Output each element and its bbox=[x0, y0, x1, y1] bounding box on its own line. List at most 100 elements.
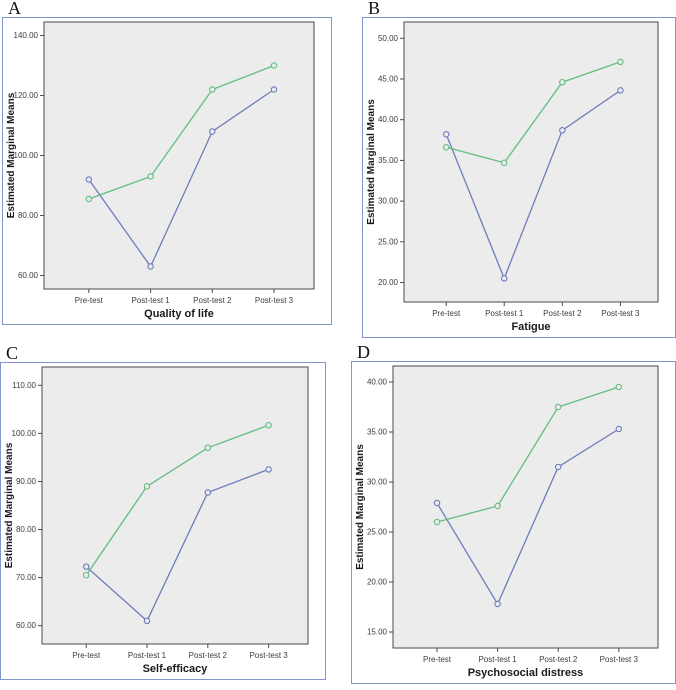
marker-blue-series bbox=[82, 563, 90, 570]
marker-green-series bbox=[147, 173, 154, 180]
marker-green-series bbox=[265, 421, 272, 429]
marker-green-series bbox=[500, 159, 508, 167]
x-tick-label: Post-test 2 bbox=[539, 655, 578, 664]
y-tick-label: 60.00 bbox=[16, 621, 37, 630]
marker-green-series bbox=[85, 195, 93, 203]
y-axis-title: Estimated Marginal Means bbox=[4, 442, 15, 568]
x-axis-title: Psychosocial distress bbox=[468, 667, 584, 679]
marker-green-series bbox=[617, 58, 624, 66]
y-axis-title: Estimated Marginal Means bbox=[6, 92, 17, 218]
x-tick-label: Post-test 2 bbox=[543, 309, 582, 318]
panel-b-letter: B bbox=[368, 0, 381, 18]
marker-green-series bbox=[82, 571, 90, 579]
panel-a-letter: A bbox=[8, 0, 21, 18]
marker-blue-series bbox=[433, 499, 441, 507]
x-tick-label: Post-test 3 bbox=[255, 296, 294, 305]
y-tick-label: 45.00 bbox=[378, 75, 399, 84]
panel-d: D 15.00 20.00 25.00 30.00 35.00 40.00 Pre-test… bbox=[351, 342, 676, 684]
y-tick-label: 20.00 bbox=[367, 578, 388, 587]
y-tick-label: 80.00 bbox=[18, 211, 39, 220]
marker-blue-series bbox=[615, 425, 623, 433]
y-tick-label: 20.00 bbox=[378, 278, 399, 287]
line-blue-series bbox=[445, 89, 621, 281]
line-blue-series bbox=[85, 468, 269, 622]
marker-blue-series bbox=[143, 617, 151, 625]
x-tick-label: Post-test 3 bbox=[600, 655, 639, 664]
y-tick-label: 120.00 bbox=[14, 91, 39, 100]
y-tick-label: 100.00 bbox=[12, 429, 37, 438]
chart-quality-of-life: 60.00 80.00 100.00 120.00 140.00 Pre-test Post… bbox=[6, 21, 315, 320]
y-tick-label: 140.00 bbox=[14, 31, 39, 40]
x-tick-label: Post-test 1 bbox=[478, 655, 517, 664]
panel-d-letter: D bbox=[357, 342, 370, 362]
x-axis-title: Quality of life bbox=[144, 308, 214, 320]
y-tick-label: 25.00 bbox=[367, 528, 388, 537]
x-tick-label: Pre-test bbox=[432, 309, 461, 318]
plot-area bbox=[403, 21, 659, 303]
marker-blue-series bbox=[85, 176, 93, 183]
x-tick-label: Pre-test bbox=[72, 651, 101, 660]
line-green-series bbox=[436, 386, 620, 523]
marker-blue-series bbox=[270, 86, 278, 93]
x-tick-label: Pre-test bbox=[75, 296, 104, 305]
marker-green-series bbox=[494, 502, 501, 510]
marker-green-series bbox=[270, 62, 278, 69]
y-tick-label: 80.00 bbox=[16, 525, 37, 534]
x-tick-label: Post-test 3 bbox=[601, 309, 640, 318]
panel-b-frame: 20.00 25.00 30.00 35.00 40.00 45.00 50.00 Pre-t… bbox=[362, 17, 676, 338]
x-tick-label: Post-test 1 bbox=[485, 309, 524, 318]
chart-psychosocial-distress: 15.00 20.00 25.00 30.00 35.00 40.00 Pre-test Po… bbox=[355, 365, 659, 679]
plot-area bbox=[43, 21, 315, 290]
panel-c-frame: 60.00 70.00 80.00 90.00 100.00 110.00 Pre-test… bbox=[0, 362, 326, 680]
marker-blue-series bbox=[500, 275, 508, 282]
marker-green-series bbox=[615, 383, 623, 391]
marker-green-series bbox=[209, 86, 216, 93]
line-blue-series bbox=[88, 88, 275, 268]
y-tick-label: 100.00 bbox=[14, 151, 39, 160]
x-tick-label: Post-test 1 bbox=[131, 296, 170, 305]
panel-c: C 60.00 70.00 80.00 90.00 100.00 110.00 Pre-te… bbox=[0, 343, 326, 680]
marker-green-series bbox=[204, 444, 212, 452]
marker-green-series bbox=[559, 78, 566, 86]
marker-blue-series bbox=[554, 463, 562, 471]
marker-green-series bbox=[433, 518, 441, 526]
y-tick-label: 60.00 bbox=[18, 271, 39, 280]
marker-blue-series bbox=[494, 600, 501, 608]
y-tick-label: 30.00 bbox=[378, 197, 399, 206]
line-green-series bbox=[446, 61, 621, 164]
marker-green-series bbox=[554, 403, 562, 411]
panel-a-frame: 60.00 80.00 100.00 120.00 140.00 Pre-test Post… bbox=[2, 17, 332, 325]
y-axis-title: Estimated Marginal Means bbox=[355, 444, 366, 570]
marker-blue-series bbox=[147, 263, 154, 270]
y-tick-label: 70.00 bbox=[16, 573, 37, 582]
panel-b: B 20.00 25.00 30.00 35.00 40.00 45.00 50.00 Pre… bbox=[362, 0, 676, 338]
marker-blue-series bbox=[442, 131, 450, 138]
line-green-series bbox=[88, 64, 275, 200]
chart-fatigue: 20.00 25.00 30.00 35.00 40.00 45.00 50.00 Pre-t… bbox=[366, 21, 659, 333]
y-tick-label: 40.00 bbox=[367, 378, 388, 387]
marker-blue-series bbox=[559, 127, 566, 134]
line-green-series bbox=[85, 424, 269, 576]
panel-d-frame: 15.00 20.00 25.00 30.00 35.00 40.00 Pre-test Po… bbox=[351, 361, 676, 684]
marker-blue-series bbox=[209, 128, 216, 135]
y-tick-label: 110.00 bbox=[12, 381, 36, 390]
marker-blue-series bbox=[617, 87, 624, 94]
x-tick-label: Post-test 2 bbox=[189, 651, 228, 660]
y-tick-label: 40.00 bbox=[378, 115, 399, 124]
marker-blue-series bbox=[204, 489, 212, 496]
y-axis-title: Estimated Marginal Means bbox=[366, 99, 377, 225]
y-tick-label: 35.00 bbox=[378, 156, 399, 165]
x-tick-label: Pre-test bbox=[423, 655, 452, 664]
marker-blue-series bbox=[265, 466, 272, 473]
panel-c-letter: C bbox=[6, 343, 19, 363]
panel-a: A 60.00 80.00 100.00 120.00 140.00 Pre-test Po… bbox=[2, 0, 332, 325]
y-tick-label: 90.00 bbox=[16, 477, 37, 486]
y-tick-label: 30.00 bbox=[367, 478, 388, 487]
x-tick-label: Post-test 3 bbox=[249, 651, 288, 660]
x-tick-label: Post-test 2 bbox=[193, 296, 232, 305]
x-axis-title: Self-efficacy bbox=[143, 663, 209, 675]
plot-area bbox=[41, 366, 309, 645]
marker-green-series bbox=[442, 144, 450, 151]
chart-self-efficacy: 60.00 70.00 80.00 90.00 100.00 110.00 Pre-test… bbox=[4, 366, 309, 675]
